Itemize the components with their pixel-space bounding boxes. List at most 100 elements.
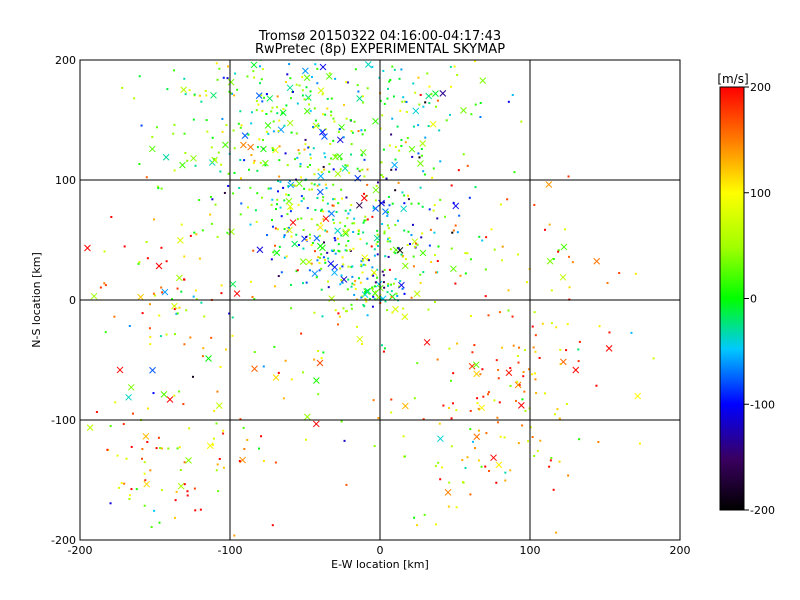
data-point-cross: [401, 262, 409, 270]
data-point: [347, 265, 350, 268]
data-point: [531, 436, 534, 439]
data-point: [104, 284, 107, 287]
data-point: [183, 132, 186, 135]
data-point: [149, 336, 152, 339]
data-point: [313, 173, 316, 176]
data-point: [397, 247, 400, 250]
data-point: [424, 101, 427, 104]
data-point: [341, 265, 344, 268]
data-point: [314, 119, 317, 122]
data-point: [474, 447, 477, 450]
data-point: [295, 233, 298, 236]
data-point: [340, 234, 343, 237]
data-point: [426, 72, 429, 75]
data-point: [271, 225, 274, 228]
data-point: [485, 432, 488, 435]
data-point: [400, 138, 403, 141]
data-point: [422, 170, 425, 173]
data-point: [356, 325, 359, 328]
data-point: [233, 534, 236, 537]
data-point: [178, 446, 181, 449]
data-point: [354, 280, 357, 283]
data-point-cross: [331, 269, 338, 276]
data-point: [386, 291, 389, 294]
data-point: [421, 205, 424, 208]
data-point: [466, 252, 469, 255]
data-point: [140, 124, 143, 127]
data-point: [430, 260, 433, 263]
data-point: [160, 246, 163, 249]
data-point: [320, 170, 323, 173]
data-point: [353, 222, 356, 225]
data-point: [456, 342, 459, 345]
data-point: [198, 94, 201, 97]
data-point: [283, 234, 286, 237]
data-point: [231, 334, 234, 337]
data-point: [308, 269, 311, 272]
data-point-cross: [312, 122, 320, 130]
data-point: [149, 343, 152, 346]
data-point: [257, 103, 260, 106]
data-point: [349, 248, 352, 251]
data-point: [318, 269, 321, 272]
data-point-cross: [473, 370, 480, 378]
data-point: [321, 113, 324, 116]
data-point: [362, 192, 365, 195]
data-point: [371, 305, 374, 308]
data-point-cross: [228, 228, 235, 236]
data-point: [449, 379, 452, 382]
data-point: [376, 233, 379, 236]
data-point: [216, 78, 219, 81]
data-point: [326, 251, 329, 254]
data-point: [247, 168, 250, 171]
data-point-cross: [356, 335, 364, 343]
data-point: [397, 181, 400, 184]
data-point: [125, 457, 128, 460]
data-point: [558, 417, 561, 420]
data-point: [173, 123, 176, 126]
data-point: [304, 138, 307, 141]
data-point-cross: [316, 188, 324, 196]
data-point: [330, 110, 333, 113]
data-point: [276, 112, 279, 115]
data-point: [548, 223, 551, 226]
data-point-cross: [90, 292, 98, 300]
data-point: [145, 240, 148, 243]
grid-lines: [80, 60, 680, 540]
data-point: [175, 490, 178, 493]
data-point: [138, 163, 141, 166]
data-point-cross: [450, 265, 457, 273]
data-point: [394, 278, 397, 281]
data-point: [321, 315, 324, 318]
data-point: [262, 139, 265, 142]
data-point: [424, 136, 427, 139]
data-point: [344, 209, 347, 212]
data-point: [313, 250, 316, 253]
data-point: [368, 298, 371, 301]
data-point: [438, 422, 441, 425]
data-point: [300, 200, 303, 203]
data-point: [471, 351, 474, 354]
data-point: [376, 253, 379, 256]
data-point: [316, 196, 319, 199]
data-point: [227, 65, 230, 68]
data-point: [379, 99, 382, 102]
data-point: [439, 198, 442, 201]
data-point: [484, 465, 487, 468]
data-point-cross: [227, 78, 235, 86]
data-point: [354, 287, 357, 290]
data-point-cross: [342, 230, 349, 238]
data-point-cross: [190, 154, 197, 162]
data-point-cross: [392, 305, 399, 313]
data-point: [533, 311, 536, 314]
data-point: [308, 188, 311, 191]
data-point: [130, 488, 133, 491]
data-point: [411, 155, 414, 158]
data-point: [481, 239, 484, 242]
data-point: [518, 346, 521, 349]
data-point: [567, 474, 570, 477]
data-point: [167, 447, 170, 450]
data-point: [380, 298, 383, 301]
data-point: [103, 250, 106, 253]
data-point: [359, 238, 362, 241]
